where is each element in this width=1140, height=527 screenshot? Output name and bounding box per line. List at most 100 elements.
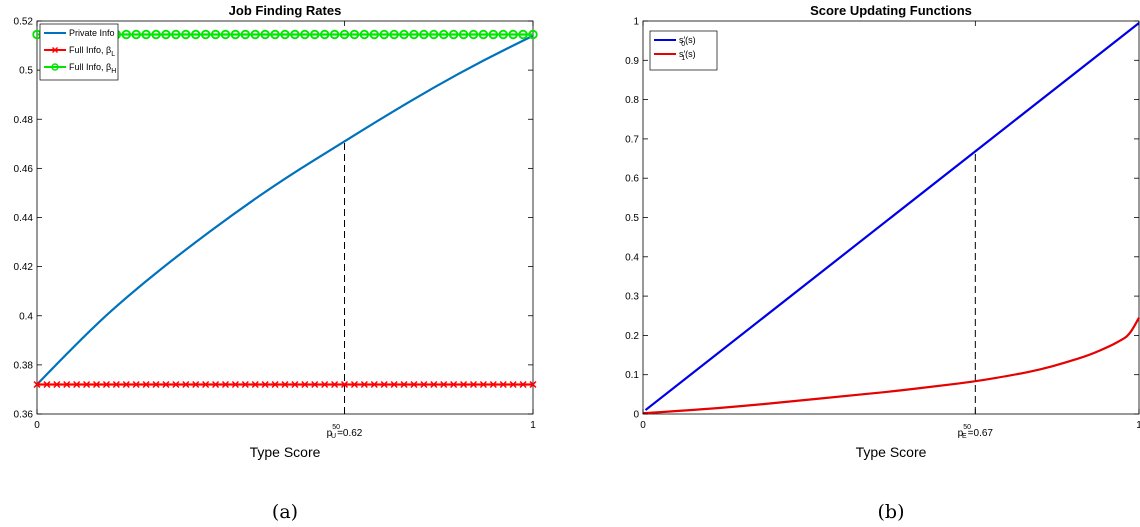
series-marker-stroke [440,380,448,389]
series-marker-stroke [301,380,309,389]
series-marker-stroke [380,380,388,389]
series-marker-stroke [420,380,428,389]
series-marker-x [430,380,438,389]
series-marker-circle [349,29,360,40]
series-marker-circle [478,29,489,40]
series-marker-stroke [132,380,140,389]
series-marker-circle [290,29,300,40]
series-marker-x [221,380,230,389]
series-marker-x [469,380,478,389]
series-marker-stroke [281,380,289,389]
series-line-1 [642,317,1140,415]
x-tick-label-threshold: p50 U=0.62 [327,424,363,440]
series-marker-x [192,380,200,389]
series-marker-x [420,380,428,389]
x-axis-label: Type Score [250,444,321,460]
series-marker-circle [230,29,241,40]
series-marker-circle [310,29,320,40]
series-marker-stroke [400,380,408,389]
series-marker-circle [399,29,409,40]
series-marker-circle [448,29,459,40]
series-marker-circle [210,29,221,40]
series-marker-x [499,380,507,389]
series-marker-x [241,380,249,389]
series-marker-stroke [469,380,478,389]
series-marker-x [182,380,190,389]
y-tick-label: 0.36 [14,410,34,421]
series-marker-stroke [83,380,91,389]
series-line-0 [36,34,534,386]
series-marker-stroke [370,380,378,389]
plot-area [36,20,534,415]
series-marker-x [291,380,299,389]
series-marker-circle [280,29,290,40]
series-marker-x [172,380,180,389]
legend-label: Full Info, βL [69,45,115,58]
series-marker-circle [329,29,340,40]
series-marker-stroke [162,380,170,389]
legend-label: s′0(s) [679,35,696,48]
series-marker-x [479,380,487,389]
y-tick-label: 0.44 [14,213,34,224]
series-marker-x [112,380,120,389]
series-marker-stroke [410,380,418,389]
legend-marker [52,47,58,53]
x-tick-label: 1 [1136,420,1140,431]
series-line-0 [644,22,1140,411]
y-tick-label: 0.4 [625,252,639,263]
chart-title: Score Updating Functions [810,3,972,18]
x-tick-label: 1 [530,420,536,431]
series-marker-circle [141,29,151,40]
series-marker-x [529,380,537,389]
series-marker-circle [181,29,191,40]
series-marker-x [450,380,458,389]
series-marker-x [410,380,418,389]
y-tick-label: 0.38 [14,360,34,371]
series-marker-x [251,380,259,389]
series-marker-x [162,380,170,389]
series-marker-circle [319,29,330,40]
series-marker-stroke [142,380,150,389]
y-tick-label: 0.42 [14,262,34,273]
y-tick-label: 0.9 [625,56,639,67]
series-marker-stroke [360,380,368,389]
series-marker-stroke [241,380,249,389]
series-marker-x [53,380,61,389]
series-marker-stroke [102,380,110,389]
legend-marker [51,63,59,71]
series-marker-x [102,380,110,389]
x-tick-label-threshold: p50 E=0.67 [958,424,994,440]
series-marker-stroke [509,380,517,389]
legend-label: s′1(s) [679,49,696,62]
series-marker-stroke [529,380,537,389]
series-marker-stroke [450,380,458,389]
series-marker-circle [171,29,181,40]
y-tick-label: 0.5 [625,213,639,224]
series-marker-circle [409,29,419,40]
series-marker-stroke [460,380,468,389]
series-marker-x [440,380,448,389]
series-marker-stroke [479,380,487,389]
series-marker-stroke [390,380,398,389]
series-marker-stroke [172,380,180,389]
legend-label: Private Info [69,28,115,38]
series-marker-x [519,380,527,389]
series-marker-x [132,380,140,389]
series-marker-x [261,380,269,389]
series-marker-stroke [43,380,51,389]
series-marker-x [460,380,468,389]
legend-box [649,30,718,71]
series-marker-x [122,380,130,389]
y-tick-label: 0.1 [625,370,639,381]
series-marker-stroke [251,380,259,389]
series-marker-x [33,380,41,389]
series-marker-circle [468,29,479,40]
series-marker-stroke [321,380,329,389]
series-marker-x [73,380,81,389]
series-marker-circle [379,29,389,40]
series-marker-circle [240,29,251,40]
series-marker-stroke [221,380,230,389]
series-marker-stroke [112,380,120,389]
series-marker-stroke [212,380,220,389]
series-marker-circle [339,29,350,40]
